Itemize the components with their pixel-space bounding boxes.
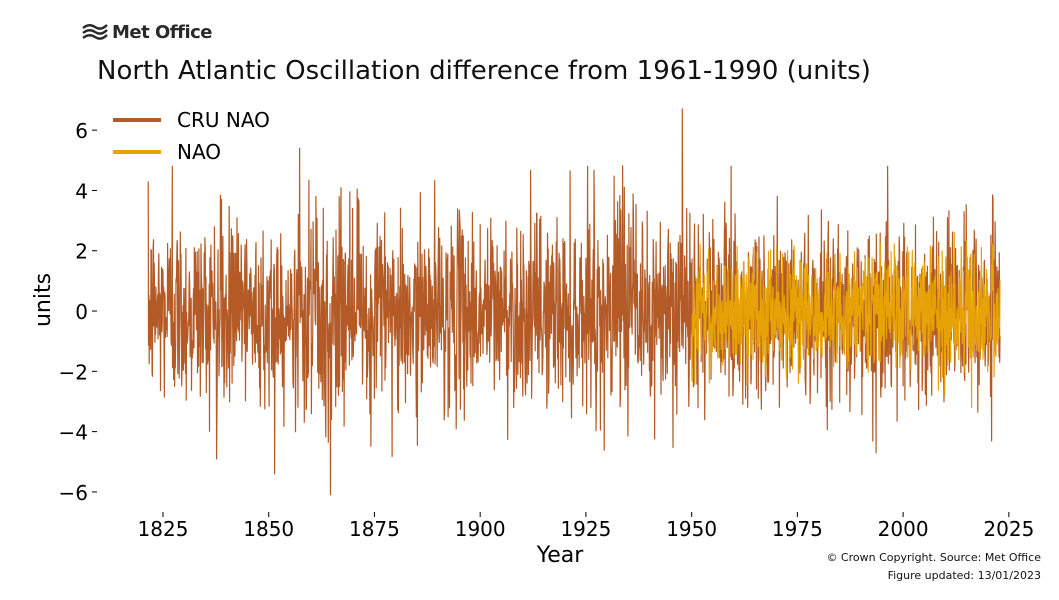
x-tick-label: 1975 — [772, 517, 823, 541]
met-office-logo: Met Office — [82, 20, 213, 44]
legend-item-nao: NAO — [113, 136, 270, 168]
met-office-waves-icon — [82, 24, 108, 40]
x-tick-label: 1875 — [349, 517, 400, 541]
x-tick-label: 1950 — [666, 517, 717, 541]
legend-label-nao: NAO — [177, 140, 222, 164]
x-tick-label: 1925 — [560, 517, 611, 541]
y-tick-label: 0 — [75, 300, 88, 324]
axes: −6 −4 −2 0 2 4 6 1825 1850 1875 1900 1925 1950 1975 20… — [59, 119, 1035, 541]
x-tick-label: 2000 — [878, 517, 929, 541]
legend: CRU NAO NAO — [113, 104, 270, 168]
x-tick-label: 1825 — [138, 517, 189, 541]
x-axis-label: Year — [536, 543, 585, 568]
series-line-nao — [691, 232, 1001, 409]
legend-item-cru-nao: CRU NAO — [113, 104, 270, 136]
y-tick-label: 2 — [75, 240, 88, 264]
copyright-note: © Crown Copyright. Source: Met Office — [826, 551, 1041, 564]
series-line-cru-nao — [147, 108, 1001, 496]
y-axis-label: units — [31, 273, 56, 327]
y-tick-label: −2 — [59, 360, 88, 384]
legend-swatch-nao — [113, 150, 161, 154]
logo-text: Met Office — [112, 21, 213, 43]
legend-label-cru-nao: CRU NAO — [177, 108, 270, 132]
y-tick-label: 6 — [75, 119, 88, 143]
figure-updated-note: Figure updated: 13/01/2023 — [887, 569, 1041, 582]
x-tick-label: 1850 — [243, 517, 294, 541]
x-tick-label: 1900 — [455, 517, 506, 541]
series-layer — [147, 108, 1001, 496]
x-tick-label: 2025 — [983, 517, 1034, 541]
legend-swatch-cru-nao — [113, 118, 161, 122]
chart-title: North Atlantic Oscillation difference fr… — [97, 56, 871, 86]
y-tick-label: −4 — [59, 421, 88, 445]
y-tick-label: 4 — [75, 179, 88, 203]
y-tick-label: −6 — [59, 481, 88, 505]
